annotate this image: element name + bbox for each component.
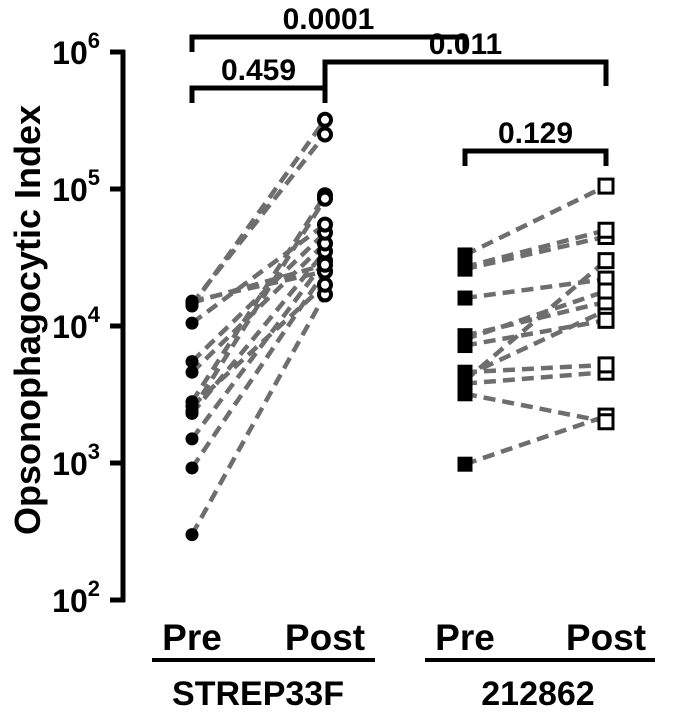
y-tick-label: 105 <box>52 165 100 208</box>
point-post-center <box>321 260 329 269</box>
pair-line <box>190 241 327 374</box>
pair-line <box>190 283 327 408</box>
point-post-center <box>321 130 329 139</box>
point-pre <box>185 461 199 475</box>
group-label-212862: 212862 <box>481 675 594 713</box>
pair-line <box>191 262 326 305</box>
x-tick-label-212862-pre: Pre <box>435 617 495 658</box>
point-post <box>597 311 615 329</box>
y-axis-label: Opsonophagocytic Index <box>7 105 48 535</box>
pair-line <box>464 276 607 301</box>
pair-line <box>464 184 607 257</box>
y-tick-label: 104 <box>52 302 101 345</box>
comparison-brackets: 0.459 0.0001 0.011 0.129 <box>189 3 609 166</box>
y-tick-label: 106 <box>52 28 100 71</box>
pair-line <box>464 288 607 342</box>
point-pre <box>185 365 199 379</box>
point-pre <box>457 290 473 306</box>
point-post <box>597 221 615 239</box>
pair-line <box>463 258 608 383</box>
pair-line <box>464 234 607 272</box>
y-tick-label: 102 <box>52 576 100 619</box>
data-points <box>185 111 615 542</box>
point-pre <box>457 331 473 347</box>
pair-line <box>190 197 327 413</box>
point-post <box>597 177 615 195</box>
point-post-center <box>321 115 329 124</box>
point-post <box>597 282 615 300</box>
point-pre <box>185 432 199 446</box>
pair-line <box>464 228 607 270</box>
point-pre <box>185 296 199 310</box>
point-post <box>597 413 615 431</box>
comparison-p-value: 0.459 <box>221 54 296 87</box>
pair-line <box>190 250 327 415</box>
pair-line <box>464 362 607 375</box>
comparison-bracket <box>189 85 328 103</box>
comparison-bracket <box>189 34 468 52</box>
point-pre <box>185 355 199 369</box>
point-post-center <box>321 220 329 229</box>
comparison-p-value: 0.129 <box>498 117 573 150</box>
comparison-p-value: 0.0001 <box>283 3 375 36</box>
pair-line <box>464 318 607 348</box>
pair-lines <box>190 118 608 536</box>
comparison-bracket <box>322 59 609 86</box>
pair-line <box>190 133 327 306</box>
point-pre <box>185 528 199 542</box>
pair-line <box>190 293 327 536</box>
y-axis-ticks: 102 103 104 105 106 <box>52 28 125 619</box>
pair-line <box>464 369 607 386</box>
point-pre <box>185 316 199 330</box>
point-pre <box>457 247 473 263</box>
pair-line <box>190 231 327 364</box>
comparison-p-value: 0.011 <box>429 28 502 61</box>
point-post-center <box>321 239 329 248</box>
point-pre <box>457 456 473 472</box>
pair-line <box>190 118 327 308</box>
pair-line <box>464 308 607 379</box>
y-tick-label: 103 <box>52 439 100 482</box>
pair-line <box>190 222 327 325</box>
pair-line <box>190 270 327 470</box>
point-post <box>597 356 615 374</box>
pair-line <box>464 413 607 467</box>
pair-line <box>190 194 327 403</box>
pair-line <box>464 391 607 424</box>
point-post-center <box>321 194 329 203</box>
group-label-strep33f: STREP33F <box>172 675 344 713</box>
point-pre <box>457 259 473 275</box>
point-pre <box>457 373 473 389</box>
x-tick-label-strep-pre: Pre <box>162 617 222 658</box>
x-tick-label-212862-post: Post <box>566 617 646 658</box>
point-post <box>597 252 615 270</box>
point-pre <box>185 395 199 409</box>
point-pre <box>185 404 199 418</box>
point-post-center <box>321 280 329 289</box>
comparison-bracket <box>462 148 609 166</box>
x-tick-label-strep-post: Post <box>285 617 365 658</box>
